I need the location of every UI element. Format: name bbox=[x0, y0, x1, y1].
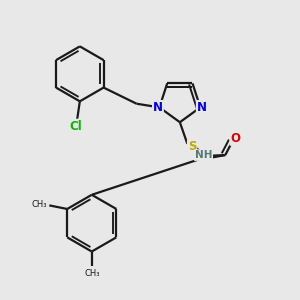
Text: NH: NH bbox=[195, 150, 212, 160]
Text: N: N bbox=[197, 101, 207, 114]
Text: S: S bbox=[188, 140, 197, 153]
Text: O: O bbox=[230, 132, 240, 145]
Text: Cl: Cl bbox=[69, 120, 82, 133]
Text: N: N bbox=[153, 101, 163, 114]
Text: CH₃: CH₃ bbox=[32, 200, 47, 209]
Text: CH₃: CH₃ bbox=[84, 269, 100, 278]
